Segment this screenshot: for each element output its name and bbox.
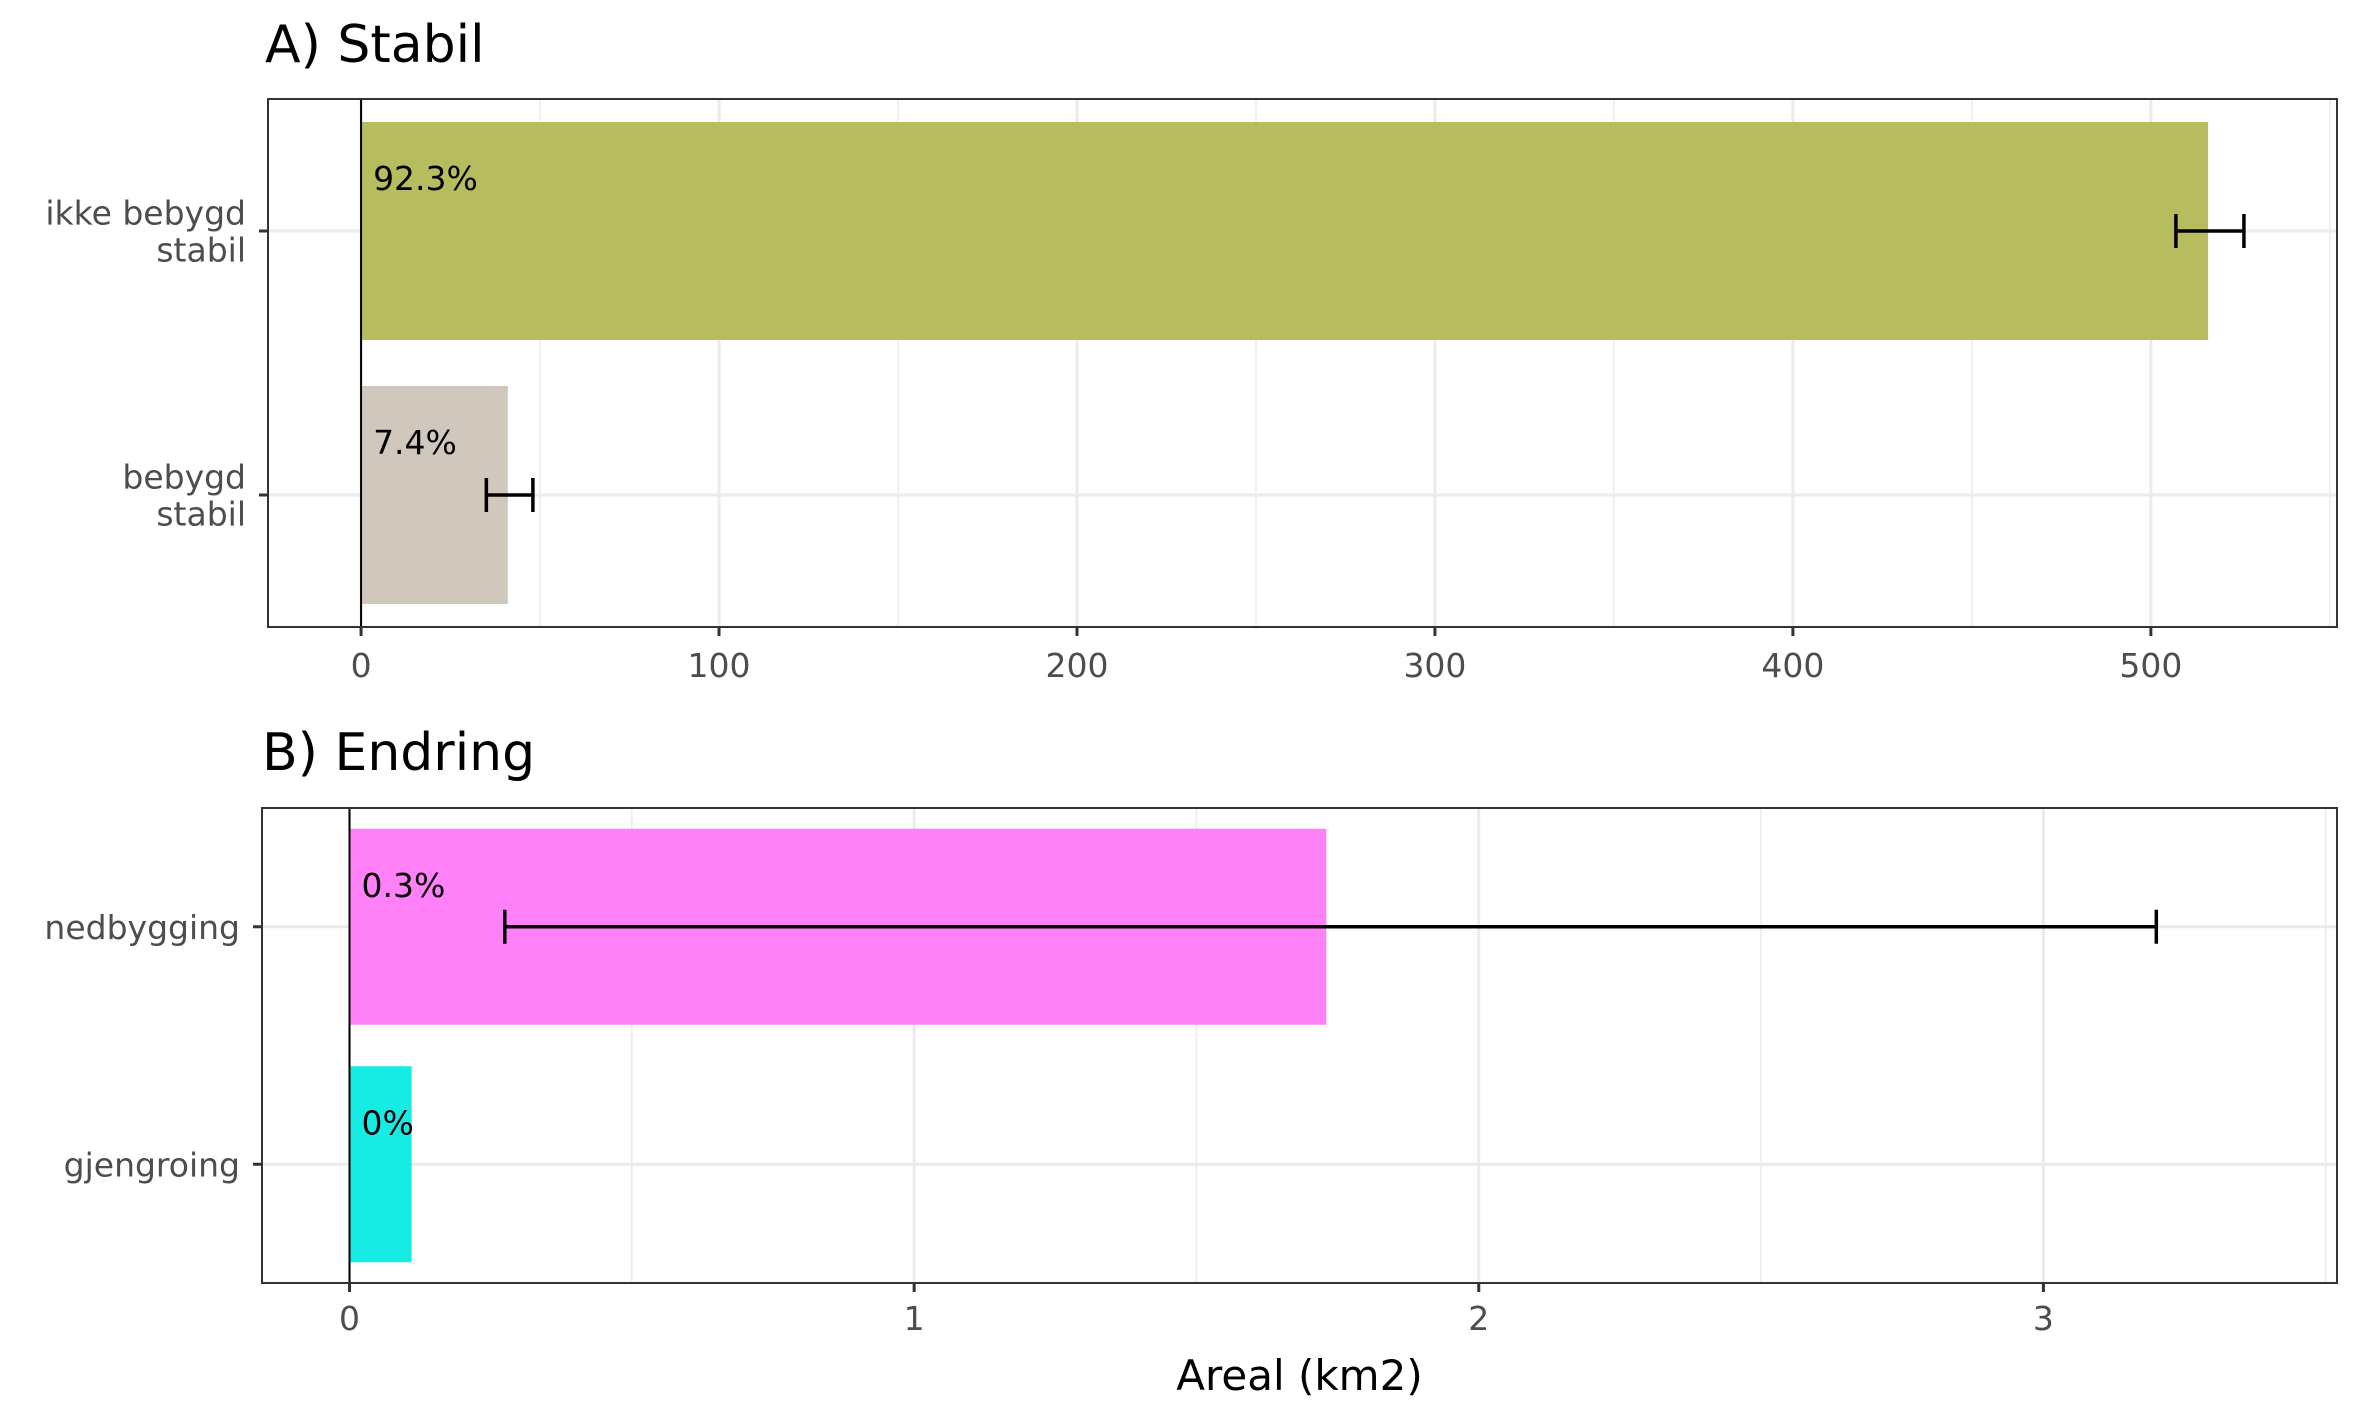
- x-axis-label: Areal (km2): [1176, 1351, 1422, 1400]
- y-tick-label-line: bebygd: [122, 458, 246, 497]
- x-tick-label: 200: [1045, 646, 1108, 685]
- y-tick-label-line: stabil: [156, 495, 246, 534]
- x-tick-label: 300: [1403, 646, 1466, 685]
- x-tick-label: 0: [351, 646, 372, 685]
- y-tick-label: nedbygging: [44, 908, 240, 947]
- panel-endring: 0.3% 0% B) Endring nedbygging gjengroing 0 1 2 3…: [44, 723, 2338, 1400]
- y-tick-label: bebygd stabil: [122, 458, 246, 534]
- x-tick-label: 3: [2033, 1299, 2054, 1338]
- bar-label-1: 0.3%: [362, 866, 446, 905]
- bar-2: [361, 386, 508, 604]
- y-tick-label-line: stabil: [156, 231, 246, 270]
- panel-border: [267, 98, 2338, 628]
- x-tick-label: 2: [1468, 1299, 1489, 1338]
- y-tick-label: ikke bebygd stabil: [45, 194, 246, 270]
- x-tick-label: 400: [1761, 646, 1824, 685]
- bar-1: [361, 122, 2209, 340]
- bar-label-2: 7.4%: [373, 423, 457, 462]
- panel-border: [261, 807, 2338, 1284]
- y-tick-label-line: gjengroing: [64, 1145, 240, 1184]
- error-bar-2: [484, 478, 535, 512]
- chart-title: A) Stabil: [265, 15, 485, 75]
- bar-label-2: 0%: [362, 1103, 414, 1142]
- chart-title: B) Endring: [262, 723, 535, 783]
- bar-label-1: 92.3%: [373, 159, 478, 198]
- y-tick-label-line: nedbygging: [44, 908, 240, 947]
- x-tick-label: 0: [339, 1299, 360, 1338]
- x-tick-label: 1: [904, 1299, 925, 1338]
- y-tick-label-line: ikke bebygd: [45, 194, 246, 233]
- x-tick-label: 100: [688, 646, 751, 685]
- bar-2: [349, 1066, 412, 1263]
- error-bar-1: [2174, 214, 2246, 248]
- x-tick-label: 500: [2119, 646, 2182, 685]
- error-bar-1: [503, 909, 2159, 944]
- y-tick-label: gjengroing: [64, 1145, 240, 1184]
